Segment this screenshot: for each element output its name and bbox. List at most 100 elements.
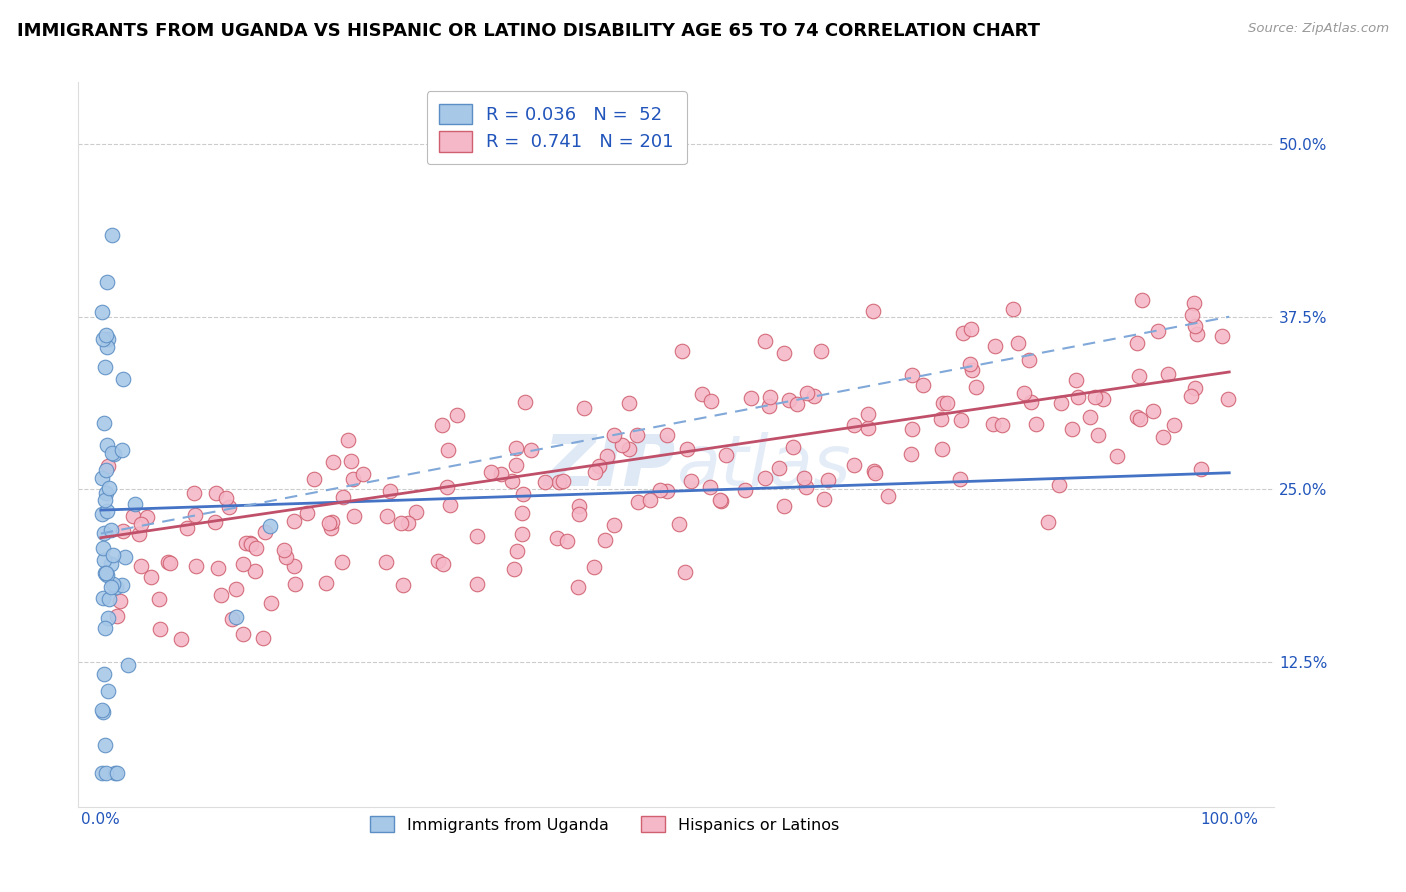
Point: [315, 575, 337, 590]
Point: [93, 525, 115, 540]
Point: [690, 387, 713, 401]
Point: [1211, 328, 1233, 343]
Point: [232, 558, 254, 572]
Point: [617, 442, 640, 456]
Point: [149, 623, 172, 637]
Point: [100, 580, 122, 594]
Point: [1067, 390, 1090, 404]
Point: [699, 480, 721, 494]
Point: [582, 559, 605, 574]
Point: [863, 464, 886, 478]
Point: [638, 493, 661, 508]
Point: [91, 305, 114, 319]
Point: [650, 483, 672, 497]
Point: [548, 475, 571, 489]
Point: [321, 515, 343, 529]
Point: [567, 581, 589, 595]
Point: [668, 516, 690, 531]
Point: [856, 407, 879, 421]
Point: [901, 368, 924, 383]
Point: [105, 608, 128, 623]
Point: [773, 346, 796, 360]
Point: [284, 577, 307, 591]
Point: [572, 401, 595, 415]
Point: [593, 533, 616, 547]
Point: [612, 438, 634, 452]
Point: [232, 627, 254, 641]
Point: [842, 458, 865, 473]
Point: [754, 334, 776, 348]
Point: [375, 508, 398, 523]
Point: [245, 541, 267, 555]
Point: [184, 559, 207, 574]
Point: [931, 442, 953, 456]
Point: [91, 332, 114, 346]
Point: [619, 396, 641, 410]
Point: [104, 580, 127, 594]
Point: [124, 497, 146, 511]
Point: [94, 463, 117, 477]
Point: [657, 484, 679, 499]
Point: [392, 578, 415, 592]
Point: [111, 578, 134, 592]
Point: [436, 480, 458, 494]
Point: [519, 443, 541, 458]
Point: [342, 472, 364, 486]
Point: [91, 507, 114, 521]
Point: [990, 417, 1012, 432]
Point: [302, 471, 325, 485]
Point: [283, 558, 305, 573]
Point: [352, 467, 374, 481]
Point: [98, 591, 121, 606]
Point: [714, 448, 737, 462]
Point: [239, 535, 262, 549]
Point: [1060, 422, 1083, 436]
Point: [546, 531, 568, 545]
Point: [114, 549, 136, 564]
Point: [568, 507, 591, 521]
Point: [734, 483, 756, 497]
Point: [1012, 385, 1035, 400]
Point: [782, 440, 804, 454]
Point: [709, 493, 731, 508]
Point: [94, 486, 117, 500]
Point: [91, 705, 114, 719]
Point: [259, 596, 281, 610]
Point: [1185, 327, 1208, 342]
Point: [183, 485, 205, 500]
Point: [91, 765, 114, 780]
Point: [1001, 302, 1024, 317]
Point: [1018, 352, 1040, 367]
Point: [330, 555, 353, 569]
Point: [952, 326, 974, 340]
Point: [93, 552, 115, 566]
Point: [96, 504, 118, 518]
Point: [1105, 450, 1128, 464]
Point: [1128, 368, 1150, 383]
Point: [274, 550, 297, 565]
Point: [465, 576, 488, 591]
Point: [1007, 335, 1029, 350]
Point: [240, 537, 263, 551]
Point: [332, 490, 354, 504]
Point: [786, 397, 808, 411]
Point: [1142, 403, 1164, 417]
Point: [94, 566, 117, 580]
Point: [112, 524, 135, 539]
Point: [215, 491, 238, 505]
Point: [505, 441, 527, 455]
Point: [817, 473, 839, 487]
Point: [796, 386, 818, 401]
Point: [768, 461, 790, 475]
Point: [1129, 412, 1152, 426]
Point: [111, 371, 134, 385]
Point: [1216, 392, 1239, 406]
Point: [245, 564, 267, 578]
Point: [94, 621, 117, 635]
Point: [339, 454, 361, 468]
Point: [710, 494, 733, 508]
Point: [184, 508, 207, 523]
Point: [297, 506, 319, 520]
Point: [1181, 308, 1204, 322]
Point: [91, 541, 114, 556]
